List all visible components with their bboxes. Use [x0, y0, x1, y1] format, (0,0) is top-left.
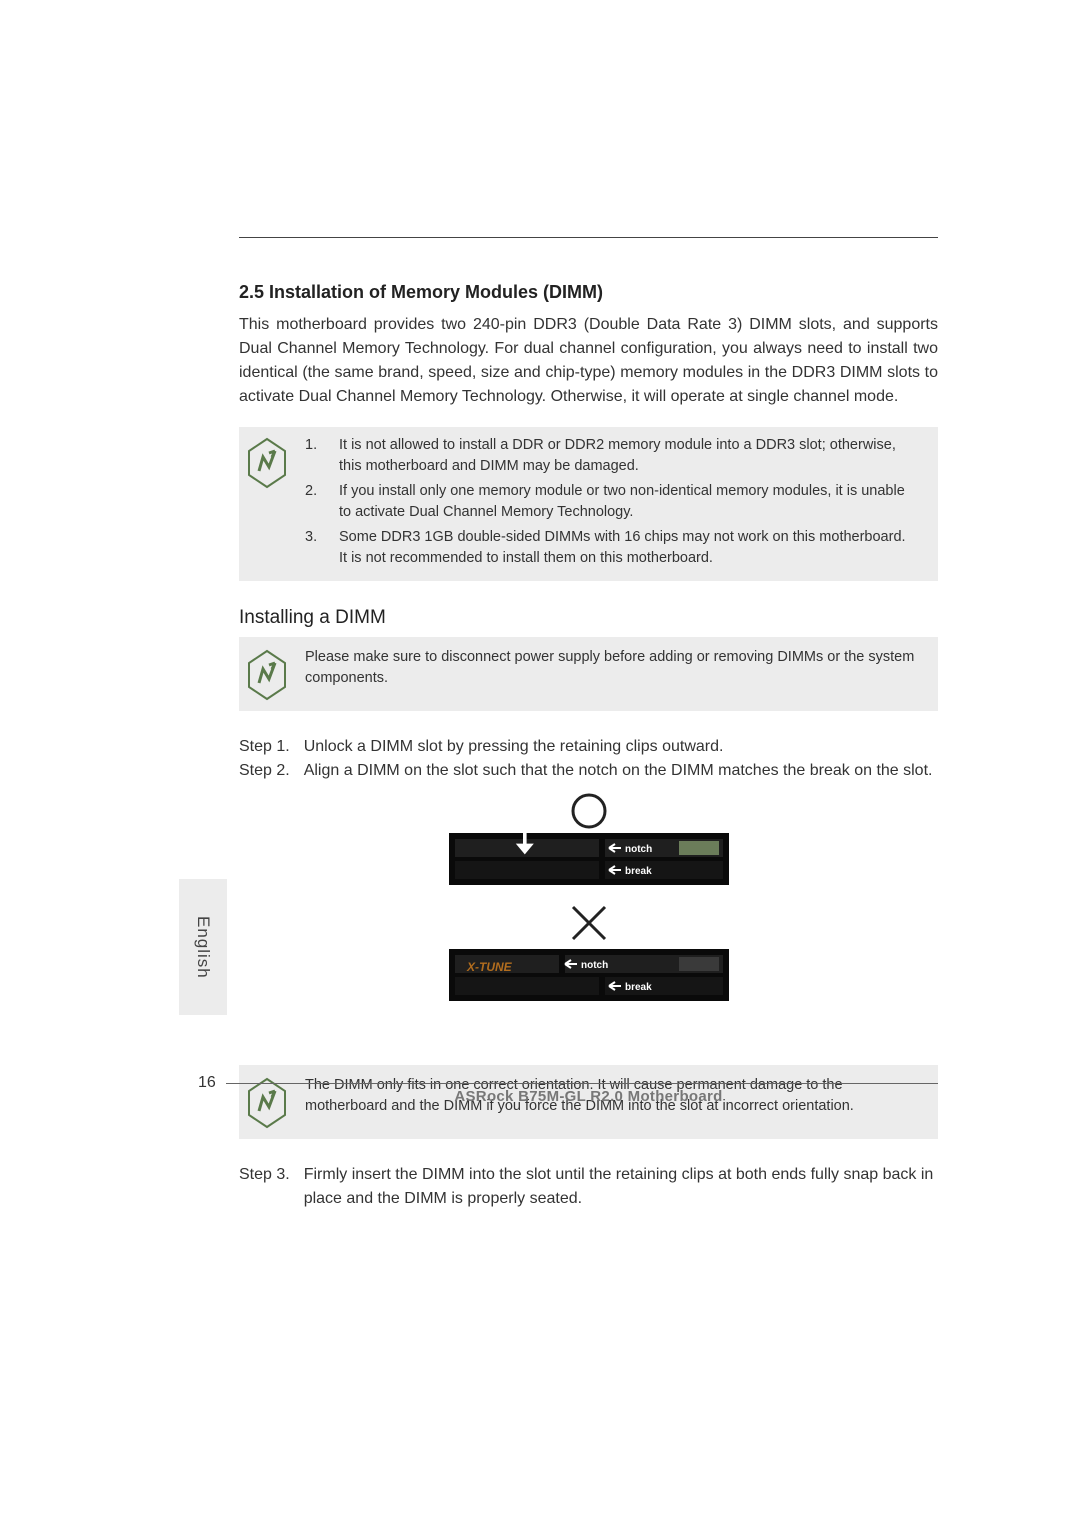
note-number: 1. [305, 435, 339, 481]
note-text: It is not allowed to install a DDR or DD… [339, 435, 928, 481]
caution-box-compatibility: 1. It is not allowed to install a DDR or… [239, 427, 938, 581]
label-notch: notch [625, 844, 652, 855]
step-label: Step 2. [239, 759, 304, 783]
step-text: Firmly insert the DIMM into the slot unt… [304, 1163, 938, 1211]
label-notch: notch [581, 960, 608, 971]
note-text: If you install only one memory module or… [339, 481, 928, 527]
caution-content: 1. It is not allowed to install a DDR or… [305, 435, 928, 573]
caution-icon [239, 647, 295, 701]
intro-paragraph: This motherboard provides two 240-pin DD… [239, 313, 938, 409]
dimm-orientation-diagram: notch break notch [239, 791, 938, 1051]
step-label: Step 3. [239, 1163, 304, 1211]
caution-text: Please make sure to disconnect power sup… [305, 647, 928, 689]
step-text: Unlock a DIMM slot by pressing the retai… [304, 735, 933, 759]
footer-product: ASRock B75M-GL R2.0 Motherboard [239, 1088, 938, 1105]
step-label: Step 1. [239, 735, 304, 759]
note-number: 3. [305, 527, 339, 573]
page-number: 16 [198, 1074, 216, 1092]
language-label: English [193, 916, 213, 979]
subheading: Installing a DIMM [239, 607, 938, 629]
install-steps: Step 1. Unlock a DIMM slot by pressing t… [239, 735, 932, 783]
top-rule [239, 237, 938, 238]
page-content: 2.5 Installation of Memory Modules (DIMM… [239, 237, 938, 1219]
caution-box-power: Please make sure to disconnect power sup… [239, 637, 938, 711]
note-text: Some DDR3 1GB double-sided DIMMs with 16… [339, 527, 928, 573]
language-tab: English [179, 879, 227, 1015]
label-break: break [625, 866, 652, 877]
install-steps-continued: Step 3. Firmly insert the DIMM into the … [239, 1163, 938, 1211]
section-heading: 2.5 Installation of Memory Modules (DIMM… [239, 282, 938, 303]
caution-icon [239, 435, 295, 489]
step-text: Align a DIMM on the slot such that the n… [304, 759, 933, 783]
note-number: 2. [305, 481, 339, 527]
label-break: break [625, 982, 652, 993]
svg-text:X‑TUNE: X‑TUNE [466, 960, 513, 974]
